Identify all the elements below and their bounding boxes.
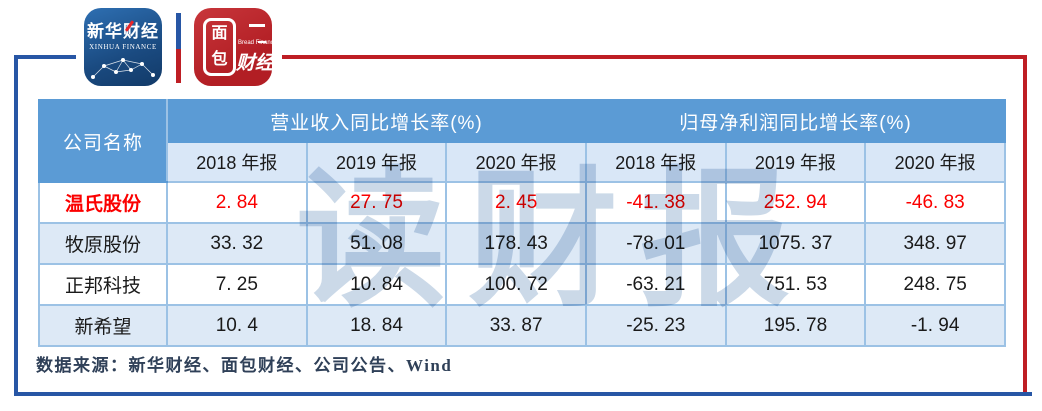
value-cell: 178. 43 [445, 222, 587, 265]
value-cell: 10. 4 [166, 304, 308, 347]
frame-line-red-top [282, 55, 1027, 59]
value-cell: 51. 08 [305, 222, 448, 265]
xinhua-logo-english-text: XINHUA FINANCE [89, 43, 157, 51]
bread-logo-caijing-text: 财经 [236, 53, 272, 74]
value-cell: 195. 78 [724, 304, 867, 347]
year-header: 2018 年报 [584, 141, 727, 183]
table-row-muyuan: 牧原股份 33. 32 51. 08 178. 43 -78. 01 1075.… [38, 222, 1006, 265]
bread-logo-mian-char: 面 [211, 25, 228, 42]
year-header: 2018 年报 [166, 141, 308, 183]
value-cell: 248. 75 [864, 263, 1006, 306]
value-cell: 18. 84 [305, 304, 448, 347]
frame-line-blue-left [14, 55, 18, 396]
table-row-zhengbang: 正邦科技 7. 25 10. 84 100. 72 -63. 21 751. 5… [38, 263, 1006, 306]
value-cell: 751. 53 [724, 263, 867, 306]
company-name-cell: 牧原股份 [38, 222, 168, 265]
table-group-header-row: 公司名称 营业收入同比增长率(%) 归母净利润同比增长率(%) [38, 99, 1007, 183]
value-cell: -46. 83 [864, 181, 1006, 224]
value-cell: 2. 84 [166, 181, 308, 224]
bread-logo-english-text: Bread Finance [238, 40, 272, 46]
value-cell: 348. 97 [864, 222, 1006, 265]
value-cell: -63. 21 [584, 263, 727, 306]
value-cell: 100. 72 [445, 263, 587, 306]
bread-logo-bao-char: 包 [211, 51, 228, 68]
value-cell: 1075. 37 [724, 222, 867, 265]
bread-logo-dash [258, 41, 266, 43]
value-cell: -78. 01 [584, 222, 727, 265]
revenue-growth-group-header: 营业收入同比增长率(%) [166, 99, 587, 143]
table-row-newhope: 新希望 10. 4 18. 84 33. 87 -25. 23 195. 78 … [38, 304, 1006, 347]
network-constellation-icon [91, 58, 155, 79]
bread-logo-box-outline: 面 包 [203, 18, 236, 76]
value-cell: -41. 38 [584, 181, 727, 224]
value-cell: 33. 32 [166, 222, 308, 265]
value-cell: -25. 23 [584, 304, 727, 347]
divider-blue-half [176, 13, 181, 49]
value-cell: 2. 45 [445, 181, 587, 224]
table-row-wens: 温氏股份 2. 84 27. 75 2. 45 -41. 38 252. 94 … [38, 181, 1006, 224]
year-header: 2020 年报 [445, 141, 587, 183]
company-name-cell: 温氏股份 [38, 181, 168, 224]
value-cell: 7. 25 [166, 263, 308, 306]
year-header: 2020 年报 [864, 141, 1006, 183]
xinhua-logo-chinese-text: 新华财经 [87, 22, 159, 41]
year-header: 2019 年报 [305, 141, 448, 183]
value-cell: 10. 84 [305, 263, 448, 306]
divider-red-half [176, 49, 181, 83]
data-source-note: 数据来源：新华财经、面包财经、公司公告、Wind [36, 356, 453, 375]
table-year-header-row: 2018 年报 2019 年报 2020 年报 2018 年报 2019 年报 … [39, 141, 1006, 183]
bread-logo-top-line [249, 24, 265, 27]
value-cell: -1. 94 [864, 304, 1006, 347]
frame-line-blue-top [14, 55, 76, 59]
year-header: 2019 年报 [724, 141, 867, 183]
bread-finance-logo: 面 包 Bread Finance 财经 [194, 8, 272, 86]
company-name-cell: 正邦科技 [38, 263, 168, 306]
value-cell: 252. 94 [724, 181, 867, 224]
logo-divider-bar [176, 13, 181, 83]
company-name-cell: 新希望 [38, 304, 168, 347]
growth-rate-table: 公司名称 营业收入同比增长率(%) 归母净利润同比增长率(%) 2018 年报 … [38, 99, 1007, 347]
frame-line-blue-bottom [14, 392, 1032, 396]
net-profit-growth-group-header: 归母净利润同比增长率(%) [584, 99, 1007, 143]
value-cell: 33. 87 [445, 304, 587, 347]
frame-line-red-right [1023, 55, 1027, 392]
value-cell: 27. 75 [305, 181, 448, 224]
xinhua-finance-logo: 新华财经 XINHUA FINANCE [84, 8, 162, 86]
company-name-header: 公司名称 [38, 99, 168, 183]
